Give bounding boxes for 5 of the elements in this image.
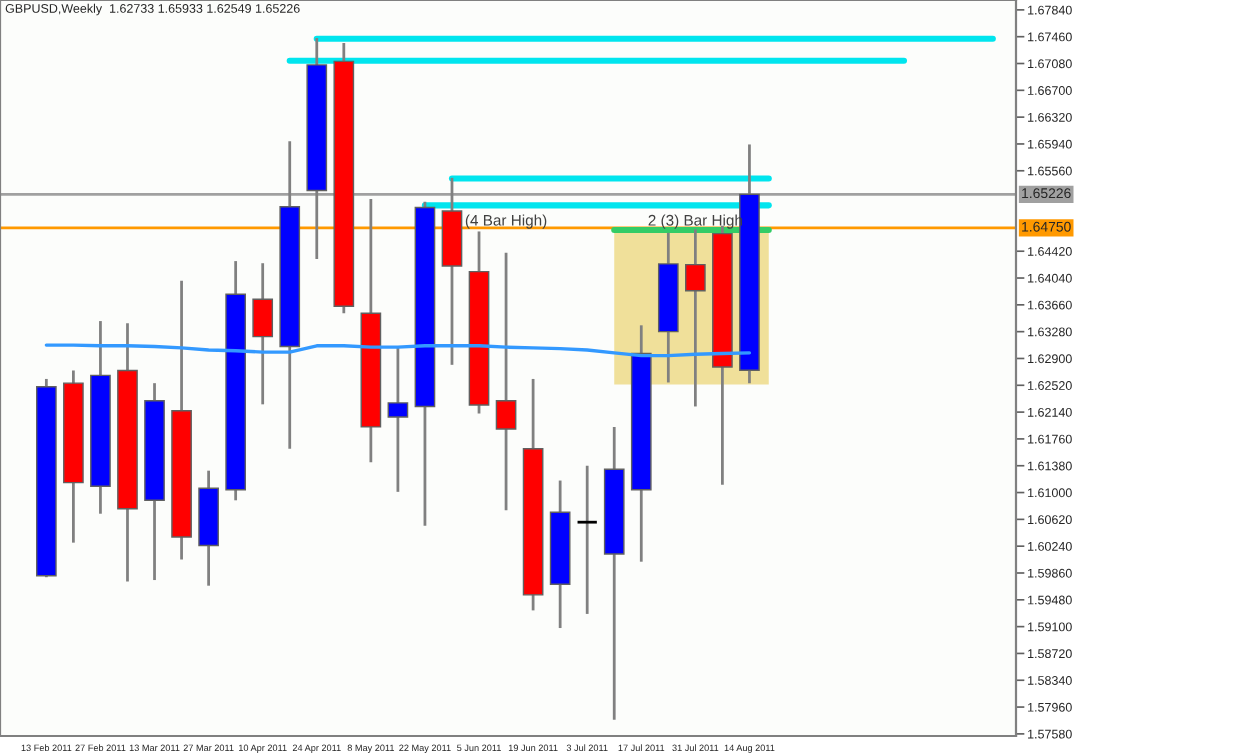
candlestick — [252, 261, 274, 406]
candlestick — [685, 227, 706, 408]
candlestick — [576, 464, 599, 616]
candlestick — [495, 251, 517, 512]
candlestick — [387, 345, 409, 494]
